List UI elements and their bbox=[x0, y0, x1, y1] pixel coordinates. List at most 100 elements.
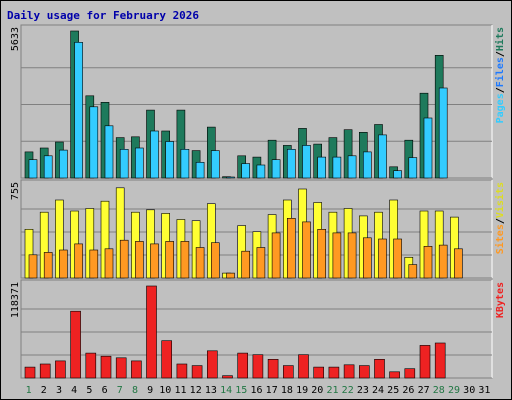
x-tick-label-day-22: 22 bbox=[342, 385, 354, 396]
bar-sites-day-8 bbox=[135, 241, 144, 279]
bar-files-day-28 bbox=[438, 87, 448, 179]
bar-kbytes-day-3 bbox=[55, 360, 66, 379]
bar-kbytes-day-21 bbox=[328, 366, 340, 379]
panel-top-legend: Pages/Files/Hits bbox=[494, 27, 506, 123]
legend-entry: Pages bbox=[495, 93, 506, 123]
bar-kbytes-day-24 bbox=[374, 358, 385, 379]
bar-kbytes-day-26 bbox=[404, 368, 416, 379]
bar-sites-day-13 bbox=[211, 242, 220, 279]
bar-files-day-21 bbox=[332, 156, 342, 179]
bar-kbytes-day-25 bbox=[389, 371, 400, 379]
bar-files-day-22 bbox=[347, 155, 357, 179]
bar-files-day-16 bbox=[256, 164, 266, 179]
legend-entry: / bbox=[495, 87, 506, 93]
bar-files-day-19 bbox=[302, 145, 311, 179]
x-tick-label-day-7: 7 bbox=[117, 385, 123, 396]
bar-sites-day-27 bbox=[423, 246, 433, 279]
x-tick-label-day-30: 30 bbox=[463, 385, 475, 396]
x-tick-label-day-27: 27 bbox=[418, 385, 430, 396]
bar-sites-day-21 bbox=[332, 232, 342, 279]
x-tick-label-day-31: 31 bbox=[478, 385, 490, 396]
x-tick-label-day-19: 19 bbox=[296, 385, 308, 396]
x-tick-label-day-11: 11 bbox=[174, 385, 186, 396]
bar-sites-day-17 bbox=[271, 232, 281, 279]
bar-kbytes-day-12 bbox=[191, 365, 203, 379]
bar-kbytes-day-4 bbox=[70, 310, 81, 379]
bar-kbytes-day-14 bbox=[222, 375, 233, 379]
x-tick-label-day-20: 20 bbox=[311, 385, 323, 396]
bar-files-day-4 bbox=[74, 41, 83, 179]
bar-kbytes-day-20 bbox=[313, 366, 325, 379]
bar-files-day-27 bbox=[423, 117, 433, 179]
bar-sites-day-9 bbox=[150, 243, 159, 279]
x-tick-label-day-4: 4 bbox=[71, 385, 77, 396]
x-tick-label-day-29: 29 bbox=[448, 385, 460, 396]
x-tick-label-day-28: 28 bbox=[433, 385, 445, 396]
bar-sites-day-23 bbox=[362, 237, 372, 279]
bar-kbytes-day-28 bbox=[434, 342, 446, 379]
bar-files-day-14 bbox=[226, 176, 235, 179]
bar-kbytes-day-16 bbox=[252, 354, 264, 379]
bar-sites-day-1 bbox=[28, 254, 38, 279]
x-tick-label-day-16: 16 bbox=[250, 385, 262, 396]
bar-sites-day-26 bbox=[408, 264, 418, 279]
bar-sites-day-22 bbox=[347, 232, 357, 279]
legend-entry: Visits bbox=[494, 182, 506, 218]
panel-bottom-legend: KBytes bbox=[495, 282, 506, 318]
x-tick-label-day-13: 13 bbox=[205, 385, 217, 396]
bar-sites-day-6 bbox=[104, 248, 114, 279]
x-tick-label-day-18: 18 bbox=[281, 385, 293, 396]
bar-kbytes-day-2 bbox=[39, 363, 51, 379]
x-tick-label-day-21: 21 bbox=[326, 385, 338, 396]
bar-sites-day-19 bbox=[302, 221, 311, 279]
legend-entry: KBytes bbox=[495, 282, 506, 318]
bar-sites-day-11 bbox=[180, 241, 190, 279]
x-tick-label-day-24: 24 bbox=[372, 385, 384, 396]
bar-kbytes-day-10 bbox=[161, 340, 172, 379]
x-tick-label-day-17: 17 bbox=[266, 385, 278, 396]
bar-files-day-18 bbox=[286, 149, 296, 179]
panel-mid-ymax-label: 755 bbox=[10, 182, 21, 200]
x-tick-label-day-14: 14 bbox=[220, 385, 232, 396]
bar-kbytes-day-27 bbox=[419, 345, 431, 379]
bar-files-day-7 bbox=[119, 149, 129, 179]
bar-sites-day-4 bbox=[74, 243, 83, 279]
x-tick-label-day-3: 3 bbox=[56, 385, 62, 396]
bar-kbytes-day-1 bbox=[24, 366, 36, 379]
bar-kbytes-day-19 bbox=[298, 354, 309, 379]
bar-sites-day-16 bbox=[256, 247, 266, 279]
bar-sites-day-12 bbox=[195, 247, 205, 279]
bar-sites-day-15 bbox=[241, 250, 250, 279]
bar-files-day-23 bbox=[362, 151, 372, 179]
bar-files-day-24 bbox=[378, 134, 387, 179]
bar-sites-day-2 bbox=[43, 252, 53, 279]
bar-files-day-20 bbox=[317, 156, 327, 179]
bar-kbytes-day-9 bbox=[146, 285, 157, 379]
legend-entry: Files bbox=[494, 57, 506, 87]
x-tick-label-day-8: 8 bbox=[132, 385, 138, 396]
bar-sites-day-29 bbox=[454, 248, 463, 279]
panel-top-background bbox=[20, 24, 493, 179]
bar-kbytes-day-13 bbox=[207, 350, 218, 379]
legend-entry: / bbox=[495, 218, 506, 224]
x-tick-label-day-9: 9 bbox=[147, 385, 153, 396]
bar-sites-day-3 bbox=[59, 249, 68, 279]
bar-sites-day-5 bbox=[89, 249, 99, 279]
bar-kbytes-day-11 bbox=[176, 363, 188, 379]
bar-kbytes-day-5 bbox=[85, 352, 97, 379]
panel-bottom-ymax-label: 118371 bbox=[10, 282, 21, 318]
bar-kbytes-day-18 bbox=[282, 365, 294, 379]
bar-files-day-15 bbox=[241, 163, 250, 179]
bar-sites-day-25 bbox=[393, 238, 402, 279]
x-tick-label-day-6: 6 bbox=[102, 385, 108, 396]
bar-sites-day-20 bbox=[317, 229, 327, 279]
bar-files-day-25 bbox=[393, 170, 402, 179]
x-tick-label-day-15: 15 bbox=[235, 385, 247, 396]
bar-kbytes-day-22 bbox=[343, 364, 355, 379]
chart-title: Daily usage for February 2026 bbox=[7, 9, 200, 22]
x-tick-label-day-23: 23 bbox=[357, 385, 369, 396]
bar-sites-day-14 bbox=[226, 272, 235, 279]
bar-sites-day-10 bbox=[165, 241, 174, 279]
x-tick-label-day-1: 1 bbox=[26, 385, 32, 396]
legend-entry: Hits bbox=[494, 27, 506, 51]
